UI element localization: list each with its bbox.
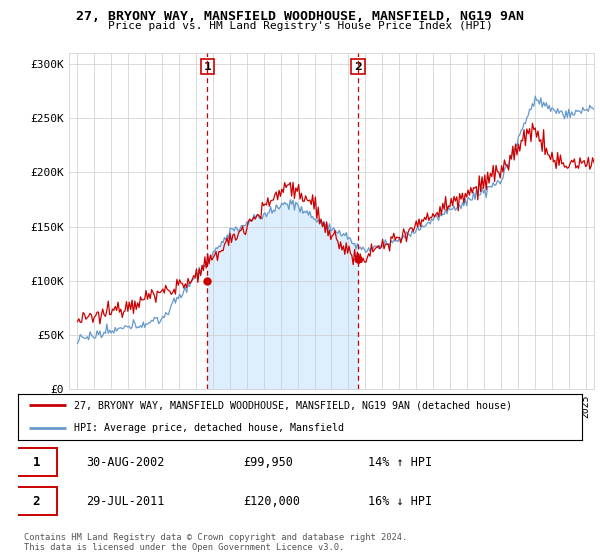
Text: 27, BRYONY WAY, MANSFIELD WOODHOUSE, MANSFIELD, NG19 9AN (detached house): 27, BRYONY WAY, MANSFIELD WOODHOUSE, MAN… — [74, 400, 512, 410]
Text: Price paid vs. HM Land Registry's House Price Index (HPI): Price paid vs. HM Land Registry's House … — [107, 21, 493, 31]
Text: Contains HM Land Registry data © Crown copyright and database right 2024.: Contains HM Land Registry data © Crown c… — [24, 533, 407, 542]
Text: 29-JUL-2011: 29-JUL-2011 — [86, 494, 164, 508]
Text: 1: 1 — [32, 455, 40, 469]
Text: 14% ↑ HPI: 14% ↑ HPI — [368, 455, 432, 469]
Text: £99,950: £99,950 — [244, 455, 293, 469]
Text: 16% ↓ HPI: 16% ↓ HPI — [368, 494, 432, 508]
Text: This data is licensed under the Open Government Licence v3.0.: This data is licensed under the Open Gov… — [24, 543, 344, 552]
Text: 2: 2 — [32, 494, 40, 508]
Text: 2: 2 — [354, 62, 362, 72]
Text: 1: 1 — [203, 62, 211, 72]
Text: 30-AUG-2002: 30-AUG-2002 — [86, 455, 164, 469]
FancyBboxPatch shape — [15, 448, 58, 476]
FancyBboxPatch shape — [15, 487, 58, 515]
Text: HPI: Average price, detached house, Mansfield: HPI: Average price, detached house, Mans… — [74, 423, 344, 433]
Text: 27, BRYONY WAY, MANSFIELD WOODHOUSE, MANSFIELD, NG19 9AN: 27, BRYONY WAY, MANSFIELD WOODHOUSE, MAN… — [76, 10, 524, 23]
Text: £120,000: £120,000 — [244, 494, 301, 508]
